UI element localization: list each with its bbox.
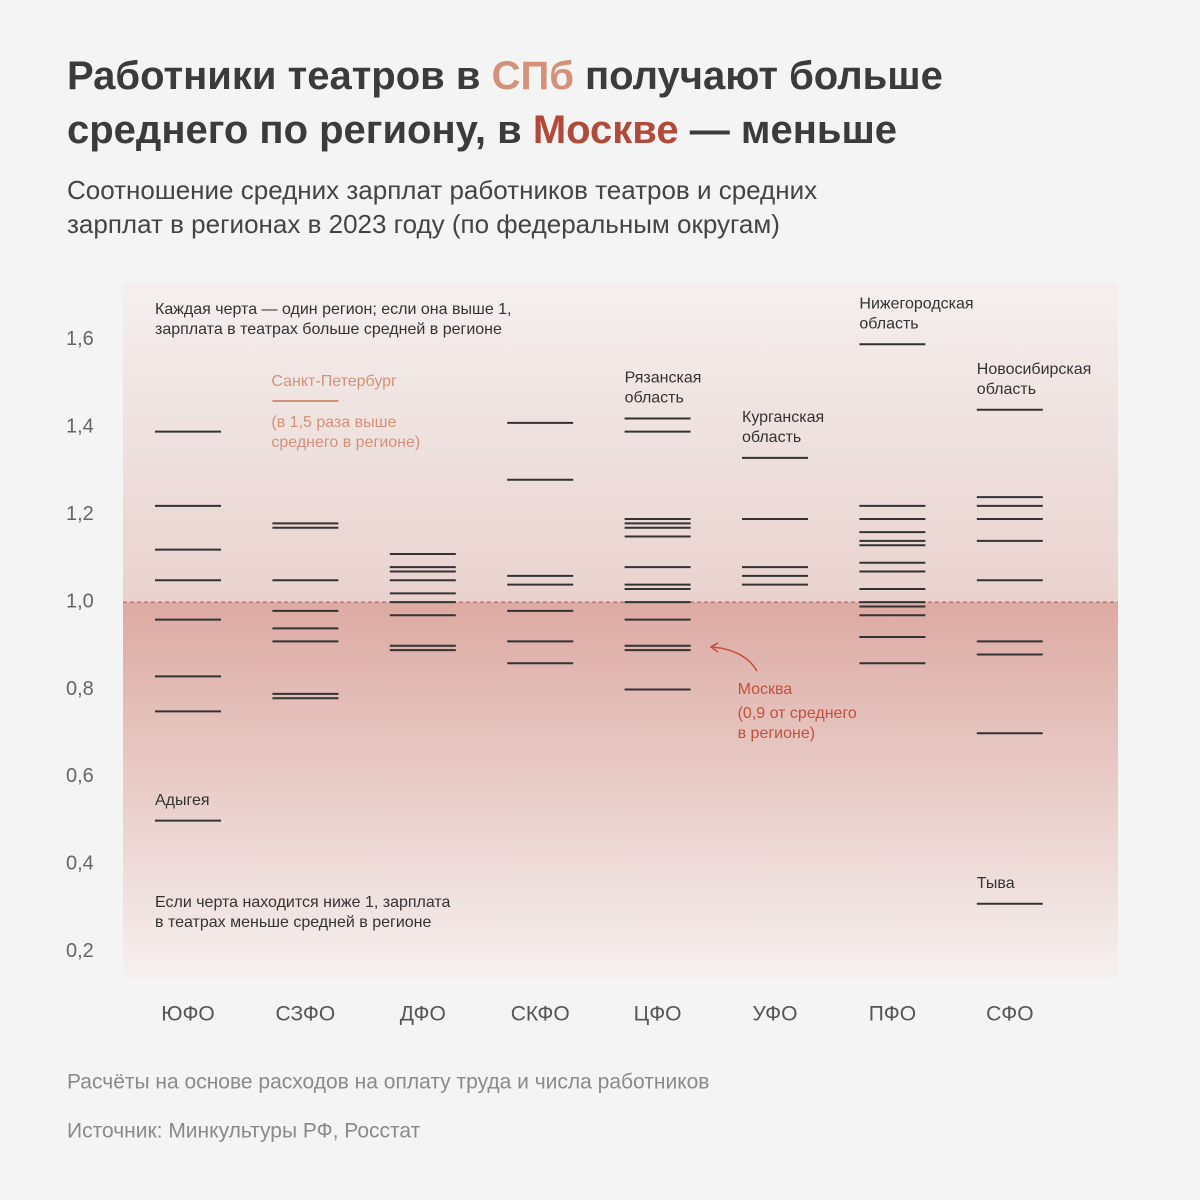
y-tick-label: 1,6 [66, 328, 94, 350]
plot-background [123, 283, 1118, 978]
region-label: Нижегородская [859, 295, 973, 312]
x-tick-label: ДФО [400, 1003, 446, 1026]
lower-band [123, 602, 1118, 978]
region-label: область [625, 390, 684, 407]
x-tick-label: ЮФО [161, 1003, 215, 1026]
y-tick-label: 1,2 [66, 503, 94, 525]
highlight-note: (в 1,5 раза выше [271, 414, 396, 431]
region-label: Тыва [977, 875, 1015, 892]
subtitle: зарплат в регионах в 2023 году (по федер… [67, 209, 780, 239]
region-label: Курганская [742, 409, 824, 426]
chart-title: среднего по региону, в Москве — меньше [67, 108, 897, 152]
note: Каждая черта — один регион; если она выш… [155, 301, 512, 318]
y-tick-label: 0,2 [66, 940, 94, 962]
note: зарплата в театрах больше средней в реги… [155, 321, 502, 338]
arrow-head [709, 642, 719, 653]
arrow [711, 646, 758, 672]
x-tick-label: СЗФО [276, 1003, 336, 1026]
y-tick-label: 0,4 [66, 853, 94, 875]
highlight-label: Санкт-Петербург [271, 373, 397, 390]
x-tick-label: ПФО [869, 1003, 916, 1026]
highlight-label: Москва [738, 681, 793, 698]
chart-title: Работники театров в СПб получают больше [67, 54, 943, 98]
note: в театрах меньше средней в регионе [155, 914, 432, 931]
upper-band [123, 283, 1118, 603]
highlight-note: в регионе) [738, 725, 815, 742]
footnote: Расчёты на основе расходов на оплату тру… [67, 1071, 709, 1094]
highlight-note: среднего в регионе) [271, 434, 420, 451]
y-tick-label: 1,0 [66, 590, 94, 612]
title-part: среднего по региону, в [67, 108, 533, 152]
title-part: СПб [492, 54, 574, 98]
footnote: Источник: Минкультуры РФ, Росстат [67, 1120, 421, 1143]
region-label: Адыгея [155, 792, 210, 809]
y-tick-label: 0,8 [66, 678, 94, 700]
title-part: получают больше [574, 54, 943, 98]
region-label: Рязанская [625, 370, 702, 387]
title-part: Москве [533, 108, 679, 152]
note: Если черта находится ниже 1, зарплата [155, 894, 451, 911]
region-label: область [742, 429, 801, 446]
region-label: Новосибирская [977, 361, 1092, 378]
region-label: область [977, 381, 1036, 398]
y-tick-label: 1,4 [66, 416, 94, 438]
x-tick-label: ЦФО [634, 1003, 682, 1026]
highlight-note: (0,9 от среднего [738, 705, 857, 722]
title-part: — меньше [679, 108, 897, 152]
region-label: область [859, 315, 918, 332]
x-tick-label: УФО [753, 1003, 798, 1026]
x-tick-label: СКФО [511, 1003, 570, 1026]
x-tick-label: СФО [986, 1003, 1033, 1026]
y-tick-label: 0,6 [66, 765, 94, 787]
subtitle: Соотношение средних зарплат работников т… [67, 175, 817, 205]
title-part: Работники театров в [67, 54, 492, 98]
